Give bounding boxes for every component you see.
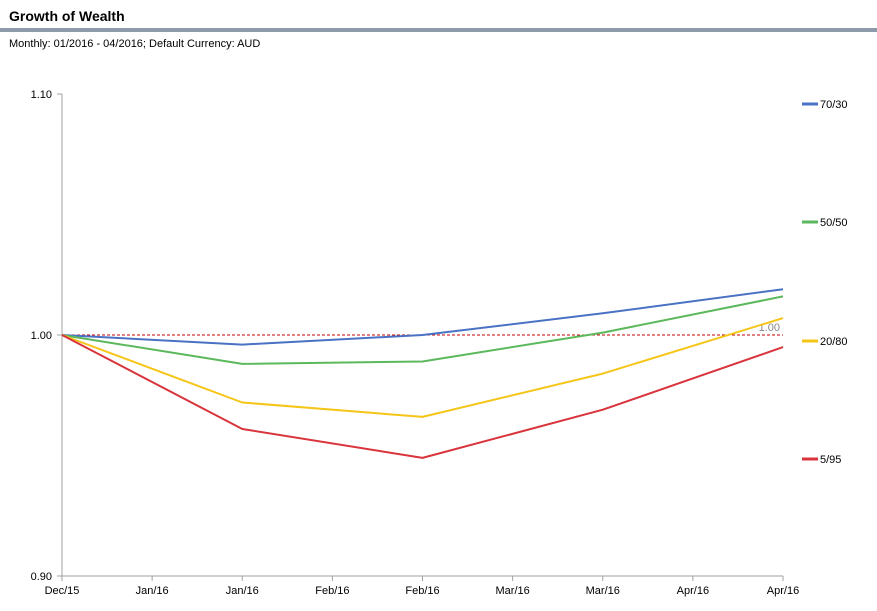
title-divider [0,28,877,32]
y-tick-label: 0.90 [31,571,52,583]
legend-label-20-80: 20/80 [820,336,848,348]
chart-subtitle: Monthly: 01/2016 - 04/2016; Default Curr… [9,38,261,50]
legend-swatch-5-95 [802,457,818,461]
x-tick-label: Mar/16 [586,585,620,597]
x-tick-label: Feb/16 [315,585,349,597]
chart-title: Growth of Wealth [9,8,125,24]
legend-swatch-20-80 [802,339,818,343]
legend-label-50-50: 50/50 [820,217,848,229]
legend-swatch-70-30 [802,102,818,106]
series-line-20-80 [61,317,784,418]
series-line-5-95 [61,334,784,459]
y-tick-label: 1.00 [31,330,52,342]
x-tick-label: Mar/16 [496,585,530,597]
y-tick-label: 1.10 [31,89,52,101]
x-tick-label: Dec/15 [45,585,80,597]
x-tick-label: Jan/16 [226,585,259,597]
x-tick-label: Apr/16 [767,585,799,597]
legend-label-5-95: 5/95 [820,454,841,466]
x-tick-label: Feb/16 [405,585,439,597]
legend-swatch-50-50 [802,220,818,224]
series-line-50-50 [61,295,784,365]
legend-label-70-30: 70/30 [820,99,848,111]
x-tick-label: Jan/16 [136,585,169,597]
x-tick-label: Apr/16 [677,585,709,597]
series-line-70-30 [61,288,784,346]
